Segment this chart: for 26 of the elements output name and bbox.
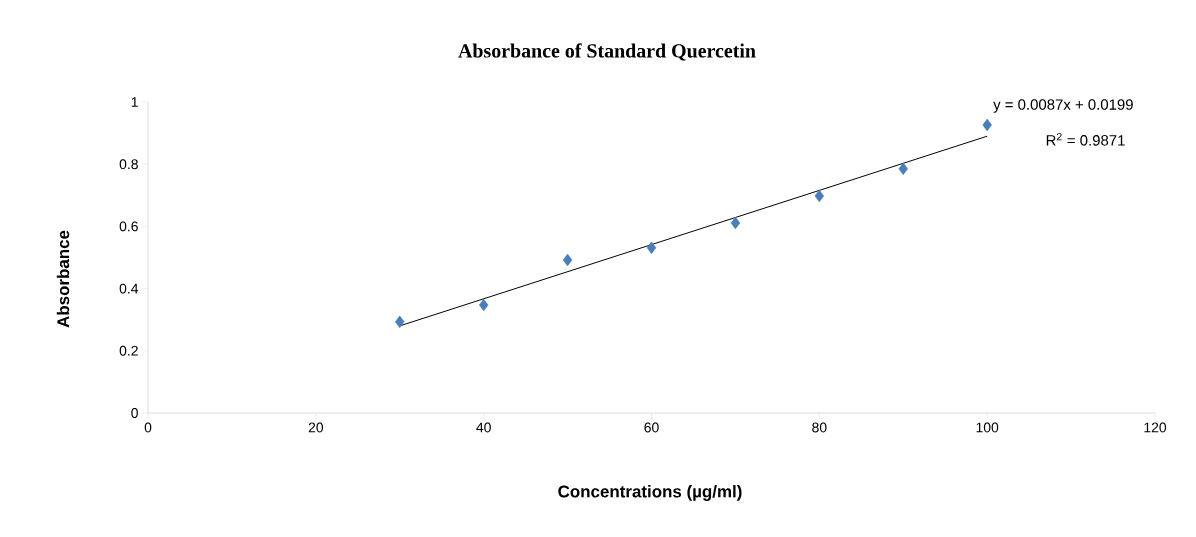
y-tick-label: 1 [131,97,138,107]
x-tick-label: 60 [644,422,659,433]
x-tick-label: 0 [144,422,152,433]
y-tick-label: 0.8 [119,159,138,170]
point [982,118,992,132]
y-tick-label: 0.2 [119,345,138,356]
y-tick-label: 0.6 [119,221,138,232]
chart-title: Absorbance of Standard Quercetin [458,43,756,61]
point [395,315,405,329]
x-tick-label: 120 [1144,422,1167,433]
x-tick-label: 80 [812,422,827,433]
annotation: y = 0.0087x + 0.0199 [993,99,1133,113]
point [478,298,489,312]
y-tick-label: 0.4 [119,283,139,294]
point [646,241,657,255]
x-tick-label: 100 [976,422,999,433]
x-axis-title: Concentrations (µg/ml) [558,485,742,501]
x-tick-label: 40 [476,422,491,433]
x-tick-label: 20 [308,422,324,433]
y-tick-label: 0 [131,408,138,418]
point [730,216,741,230]
point [814,189,825,203]
point [562,253,573,267]
point [898,162,908,176]
y-axis-title: Absorbance [56,230,70,328]
annotation: R$^{2}$ = 0.9871 [1046,132,1125,146]
